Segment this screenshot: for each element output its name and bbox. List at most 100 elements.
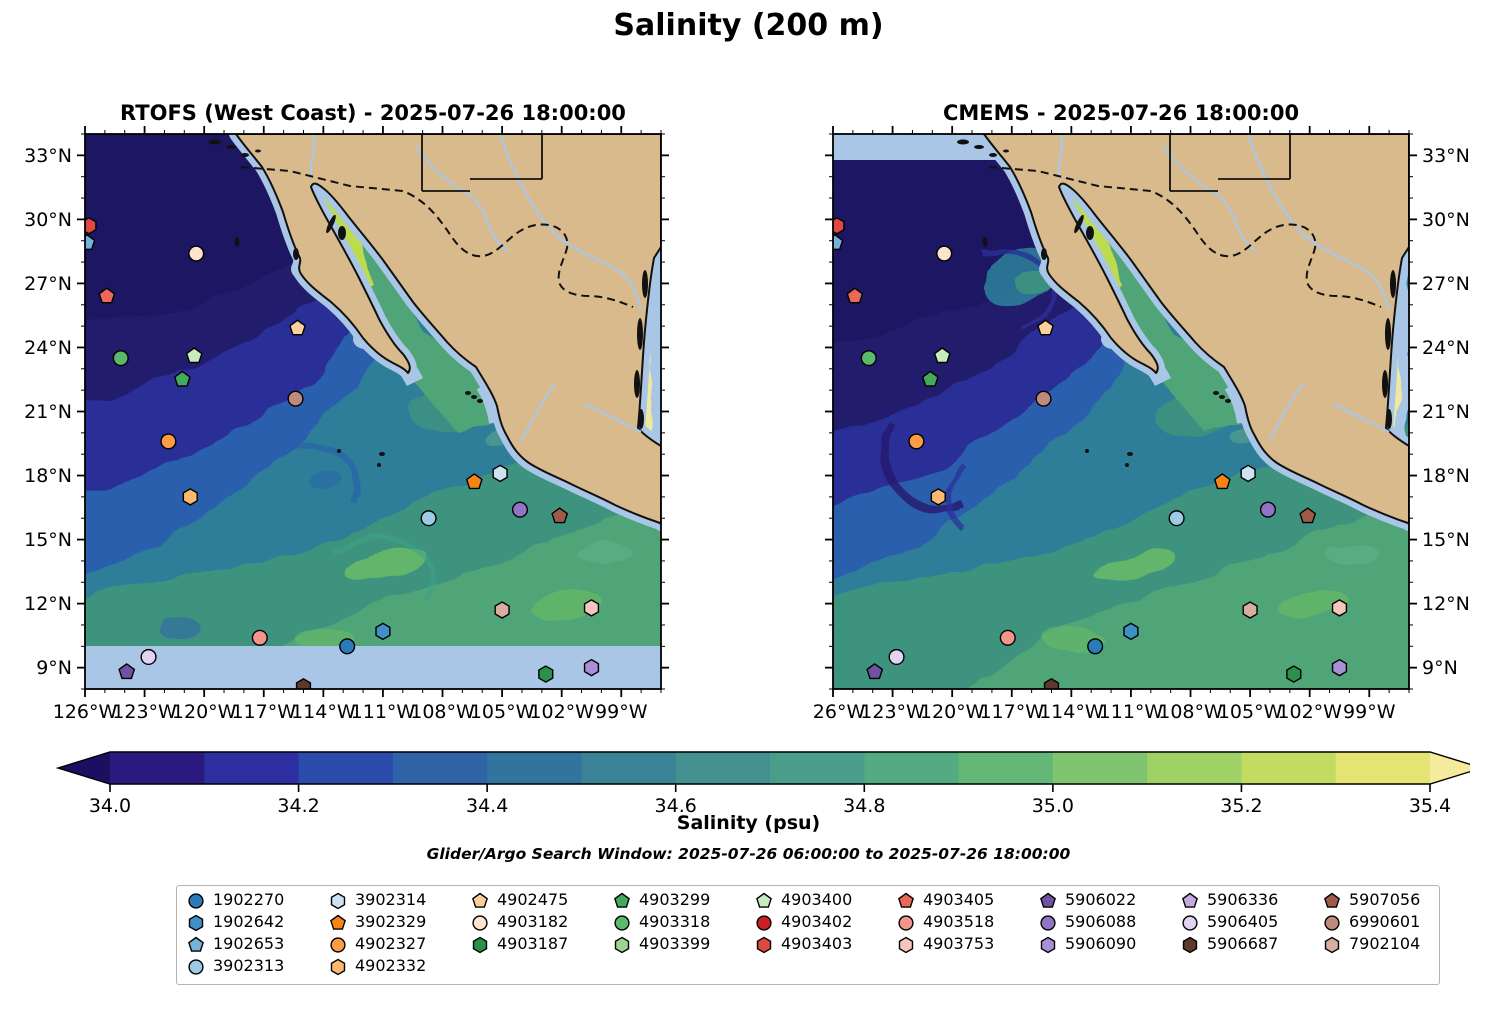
colorbar-segment — [770, 752, 866, 784]
pentagon-marker-icon — [614, 892, 630, 908]
axis-tick-labels: 126°W123°W120°W117°W114°W111°W108°W105°W… — [24, 145, 648, 723]
legend-label: 5906088 — [1065, 912, 1137, 931]
legend-marker-5906088 — [1040, 915, 1056, 931]
lat-tick-label: 18°N — [1422, 465, 1470, 487]
pentagon-marker-icon — [472, 892, 488, 908]
legend-marker-4903400 — [756, 892, 772, 908]
legend-marker-3902329 — [330, 914, 346, 930]
lat-tick-label: 9°N — [1422, 657, 1458, 679]
panel-title-cmems: CMEMS - 2025-07-26 18:00:00 — [942, 101, 1300, 125]
legend-marker-4903403 — [756, 936, 772, 954]
legend-label: 3902329 — [355, 912, 427, 931]
legend-label: 4903402 — [781, 912, 853, 931]
platform-marker-1902653 — [85, 234, 96, 251]
legend-marker-4903518 — [898, 915, 914, 931]
circle-marker-icon — [188, 959, 204, 975]
map-panel-cmems: 126°W123°W120°W117°W114°W111°W108°W105°W… — [813, 126, 1470, 723]
axis-ticks — [77, 126, 669, 697]
hexagon-marker-icon — [472, 936, 488, 954]
legend-label: 5907056 — [1349, 890, 1421, 909]
colorbar-segment — [675, 752, 771, 784]
no-data-band — [85, 646, 661, 689]
platform-marker-4903753 — [1331, 599, 1348, 617]
hexagon-marker-icon — [188, 914, 204, 932]
platform-marker-6990601 — [287, 390, 304, 407]
platform-marker-4903299 — [921, 370, 939, 387]
lon-tick-label: 99°W — [595, 701, 648, 723]
lat-tick-label: 24°N — [24, 337, 72, 359]
platform-marker-7902104 — [494, 601, 510, 619]
platform-marker-4903753 — [583, 599, 600, 617]
lon-tick-label: 123°W — [112, 701, 177, 723]
colorbar-segment — [958, 752, 1054, 784]
hexagon-marker-icon — [756, 936, 772, 954]
legend-marker-5906336 — [1182, 892, 1198, 908]
platform-marker-5906022 — [866, 663, 884, 680]
legend-label: 4903187 — [497, 934, 569, 953]
legend-label: 5906022 — [1065, 890, 1137, 909]
colorbar-tick-label: 34.6 — [655, 795, 697, 817]
colorbar-segment — [1147, 752, 1243, 784]
hexagon-marker-icon — [1324, 936, 1340, 954]
platform-marker-3902314 — [492, 464, 508, 483]
platform-marker-6990601 — [1035, 390, 1052, 407]
platform-marker-4902327 — [160, 433, 177, 450]
lat-tick-label: 15°N — [24, 529, 72, 551]
lon-tick-label: 123°W — [860, 701, 925, 723]
platform-marker-5906088 — [1259, 501, 1277, 518]
land-layer — [209, 134, 661, 531]
legend-label: 6990601 — [1349, 912, 1421, 931]
legend-label: 4903405 — [923, 890, 995, 909]
platform-marker-5906687 — [295, 678, 312, 689]
legend-label: 3902314 — [355, 890, 427, 909]
lat-tick-label: 21°N — [1422, 401, 1470, 423]
colorbar-segment — [1335, 752, 1431, 784]
colorbar-over-arrow — [1430, 752, 1470, 784]
platform-marker-4903400 — [185, 347, 203, 364]
circle-marker-icon — [898, 915, 914, 931]
colorbar-segment — [864, 752, 960, 784]
platform-marker-7902104 — [1242, 601, 1258, 619]
lat-tick-label: 9°N — [36, 657, 72, 679]
hexagon-marker-icon — [614, 936, 630, 954]
platform-marker-5906090 — [1331, 658, 1348, 677]
platform-marker-1902642 — [1123, 622, 1139, 641]
hexagon-marker-icon — [1182, 936, 1198, 954]
colorbar-segment — [487, 752, 583, 784]
colorbar-segment — [392, 752, 488, 784]
legend-label: 4903299 — [639, 890, 711, 909]
legend-label: 4903182 — [497, 912, 569, 931]
legend-label: 4903518 — [923, 912, 995, 931]
map-panel-rtofs: 126°W123°W120°W117°W114°W111°W108°W105°W… — [24, 126, 669, 723]
lon-tick-label: 99°W — [1343, 701, 1396, 723]
legend-marker-4903299 — [614, 892, 630, 908]
colorbar-segment — [204, 752, 300, 784]
platform-marker-5906090 — [583, 658, 600, 677]
map-field-rtofs — [85, 134, 661, 689]
legend-label: 4903753 — [923, 934, 995, 953]
lat-tick-label: 27°N — [1422, 273, 1470, 295]
colorbar-tick-label: 34.8 — [843, 795, 885, 817]
legend-label: 5906336 — [1207, 890, 1279, 909]
lon-tick-label: 108°W — [1158, 701, 1223, 723]
platform-marker-4902332 — [930, 488, 946, 506]
lon-tick-label: 105°W — [470, 701, 535, 723]
hexagon-marker-icon — [330, 892, 346, 910]
platform-marker-4902475 — [1037, 319, 1054, 336]
platform-marker-4903518 — [251, 629, 268, 646]
land-layer — [957, 134, 1409, 531]
circle-marker-icon — [1182, 915, 1198, 931]
colorbar-segment — [1052, 752, 1148, 784]
lon-tick-label: 126°W — [53, 701, 118, 723]
colorbar-tick-label: 35.4 — [1409, 795, 1451, 817]
legend-label: 4903400 — [781, 890, 853, 909]
platform-marker-4903187 — [1286, 665, 1302, 683]
lat-tick-label: 12°N — [24, 593, 72, 615]
pentagon-marker-icon — [1324, 892, 1340, 908]
platform-marker-4902475 — [289, 319, 306, 336]
legend-marker-4903399 — [614, 936, 630, 954]
lon-tick-label: 111°W — [1099, 701, 1164, 723]
platform-marker-3902314 — [1240, 464, 1256, 483]
platform-marker-5906405 — [888, 648, 905, 666]
legend-label: 5906687 — [1207, 934, 1279, 953]
